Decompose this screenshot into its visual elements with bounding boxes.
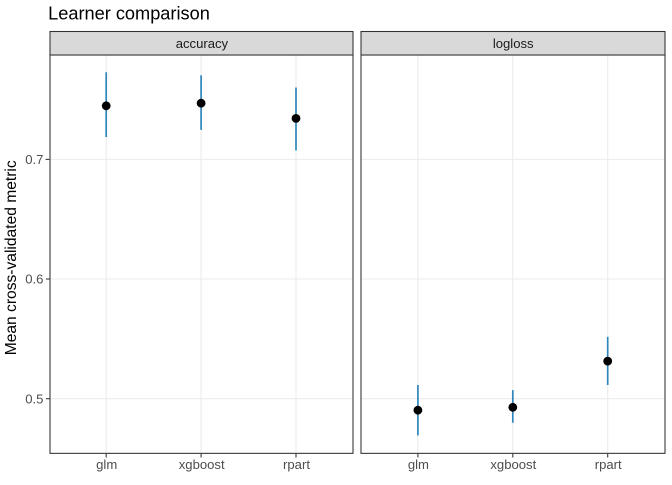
svg-text:xgboost: xgboost xyxy=(179,457,225,472)
svg-text:0.6: 0.6 xyxy=(25,272,43,287)
svg-text:rpart: rpart xyxy=(595,457,622,472)
svg-text:Learner comparison: Learner comparison xyxy=(48,4,210,24)
svg-text:Mean cross-validated metric: Mean cross-validated metric xyxy=(3,160,20,355)
svg-text:accuracy: accuracy xyxy=(176,36,229,51)
svg-text:logloss: logloss xyxy=(493,36,534,51)
svg-text:0.5: 0.5 xyxy=(25,391,43,406)
svg-text:glm: glm xyxy=(408,457,429,472)
svg-text:glm: glm xyxy=(96,457,117,472)
svg-text:rpart: rpart xyxy=(283,457,310,472)
svg-text:xgboost: xgboost xyxy=(490,457,536,472)
svg-text:0.7: 0.7 xyxy=(25,152,43,167)
